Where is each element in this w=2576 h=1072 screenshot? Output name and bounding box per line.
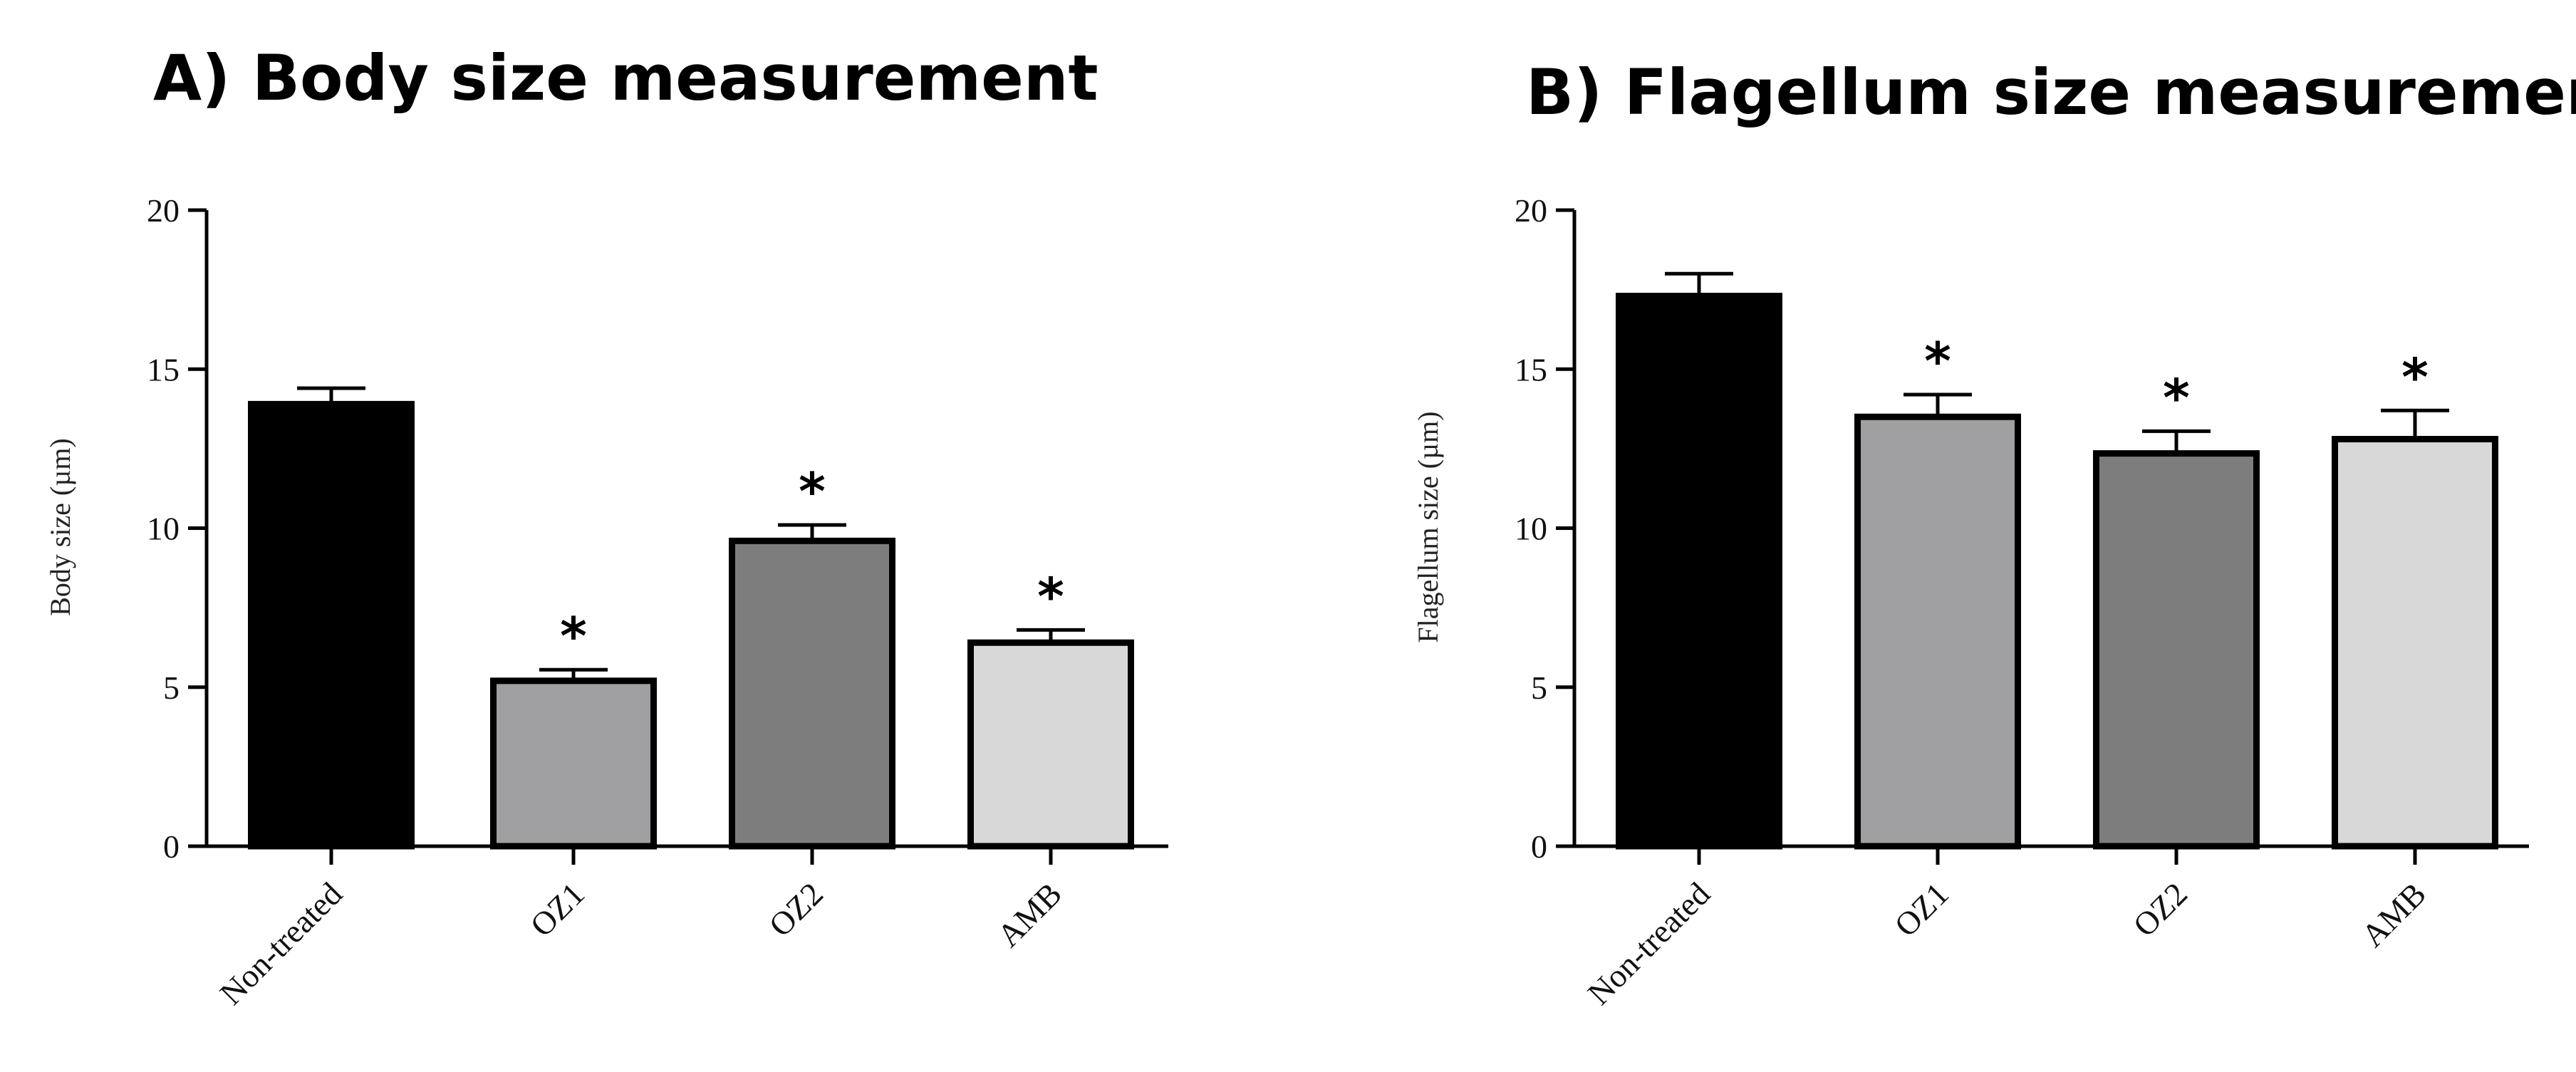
x-category-label: OZ2: [762, 875, 830, 944]
y-ticks: 0 5 10 15 20: [147, 192, 207, 865]
bars: [248, 400, 1134, 850]
y-tick-label: 10: [1515, 511, 1547, 547]
x-category-label: AMB: [2354, 875, 2433, 954]
panel-body-size: A) Body size measurement Body size (µm) …: [44, 41, 1168, 1011]
bar: [490, 677, 657, 850]
y-tick-label: 5: [1531, 670, 1547, 706]
significance-marks: * * *: [1924, 331, 2429, 427]
y-ticks: 0 5 10 15 20: [1515, 192, 1574, 865]
panel-title: A) Body size measurement: [153, 41, 1099, 115]
significance-star: *: [799, 462, 826, 521]
bar: [1616, 293, 1782, 850]
y-tick-label: 20: [147, 192, 180, 229]
y-tick-label: 20: [1515, 192, 1547, 229]
bar: [248, 400, 415, 850]
bar: [2332, 435, 2498, 850]
significance-star: *: [560, 606, 587, 666]
significance-star: *: [2401, 347, 2429, 407]
y-tick-label: 0: [163, 828, 180, 865]
error-bars: [297, 386, 1085, 681]
panel-title: B) Flagellum size measurement: [1526, 56, 2576, 129]
significance-star: *: [1037, 566, 1064, 626]
x-category-label: Non-treated: [213, 875, 349, 1011]
x-categories: Non-treated OZ1 OZ2 AMB: [1581, 846, 2433, 1011]
error-bars: [1665, 271, 2449, 454]
y-tick-label: 15: [147, 351, 180, 387]
y-tick-label: 15: [1515, 351, 1547, 387]
bar: [729, 537, 895, 850]
x-category-label: OZ1: [1887, 875, 1956, 944]
bar: [1854, 413, 2021, 850]
y-axis-label: Flagellum size (µm): [1412, 411, 1444, 642]
significance-star: *: [1924, 331, 1951, 391]
y-tick-label: 0: [1531, 828, 1547, 865]
bar: [967, 639, 1134, 850]
significance-marks: * * *: [560, 462, 1064, 666]
y-tick-label: 5: [163, 670, 180, 706]
x-category-label: AMB: [990, 875, 1069, 954]
y-axis-label: Body size (µm): [44, 438, 76, 616]
x-category-label: OZ2: [2126, 875, 2194, 944]
x-category-label: OZ1: [523, 875, 591, 944]
bar: [2093, 450, 2260, 850]
x-category-label: Non-treated: [1581, 875, 1717, 1011]
bars: [1616, 293, 2498, 850]
x-categories: Non-treated OZ1 OZ2 AMB: [213, 846, 1069, 1011]
panel-flagellum-size: B) Flagellum size measurement Flagellum …: [1412, 56, 2576, 1011]
y-tick-label: 10: [147, 511, 180, 547]
significance-star: *: [2163, 368, 2190, 427]
